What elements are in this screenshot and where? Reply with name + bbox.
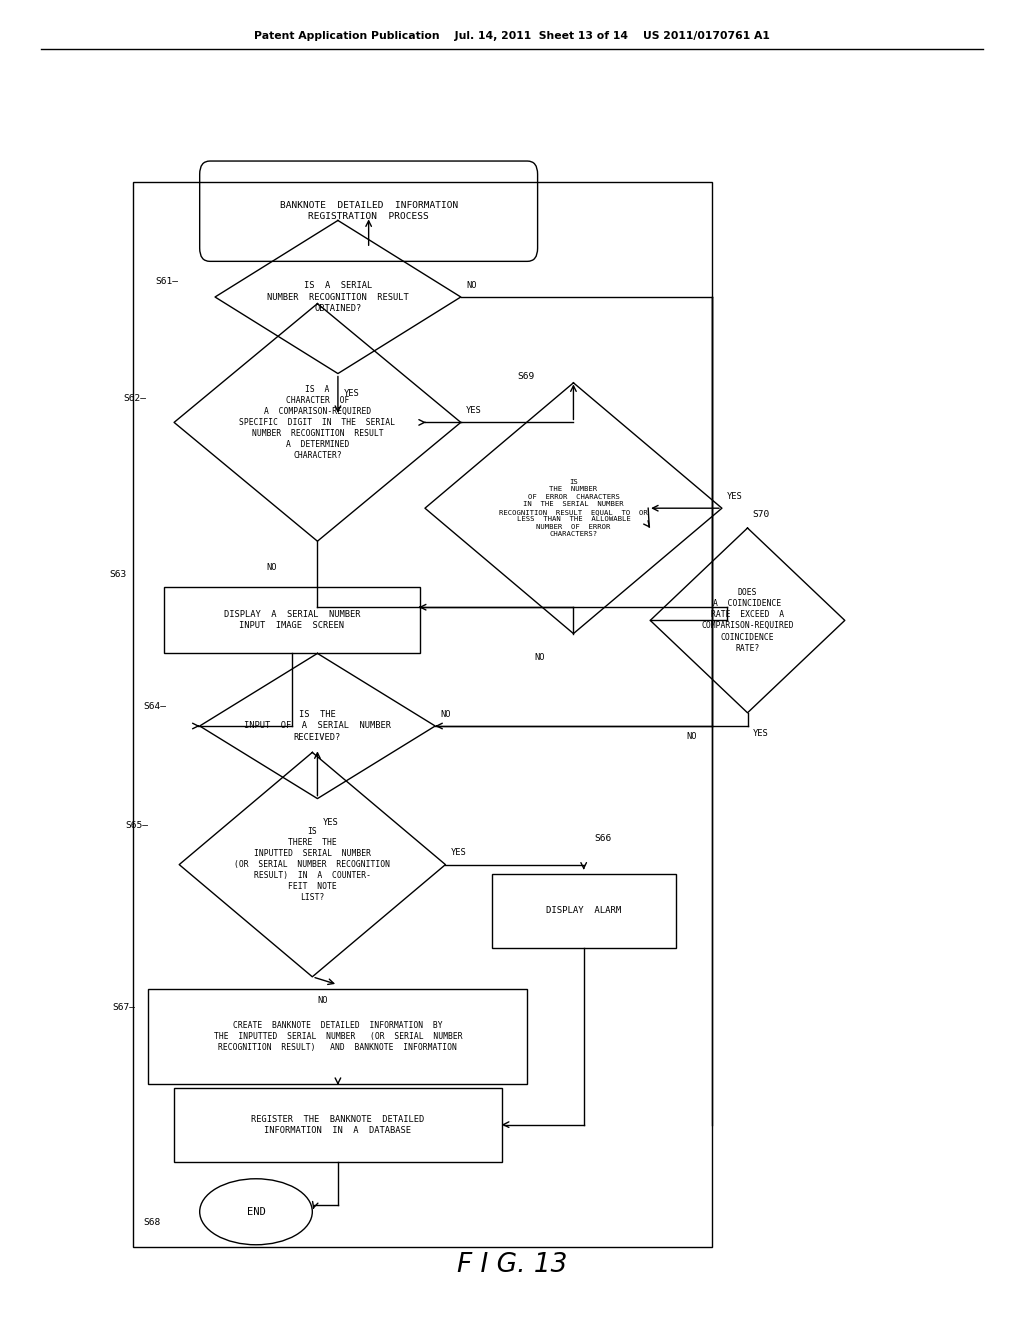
Text: YES: YES (451, 849, 466, 857)
Text: F I G. 13: F I G. 13 (457, 1251, 567, 1278)
Bar (174, 1088, 502, 1162)
Text: S62—: S62— (123, 395, 145, 403)
Text: IS
THE  NUMBER
OF  ERROR  CHARACTERS
IN  THE  SERIAL  NUMBER
RECOGNITION  RESULT: IS THE NUMBER OF ERROR CHARACTERS IN THE… (499, 479, 648, 537)
Text: IS
THERE  THE
INPUTTED  SERIAL  NUMBER
(OR  SERIAL  NUMBER  RECOGNITION
RESULT) : IS THERE THE INPUTTED SERIAL NUMBER (OR … (234, 826, 390, 903)
Text: YES: YES (466, 407, 481, 414)
Text: NO: NO (686, 733, 696, 741)
Text: NO: NO (266, 564, 276, 572)
Text: DISPLAY  ALARM: DISPLAY ALARM (546, 907, 622, 915)
Text: REGISTER  THE  BANKNOTE  DETAILED
INFORMATION  IN  A  DATABASE: REGISTER THE BANKNOTE DETAILED INFORMATI… (251, 1114, 425, 1135)
Text: IS  A
CHARACTER  OF
A  COMPARISON-REQUIRED
SPECIFIC  DIGIT  IN  THE  SERIAL
NUMB: IS A CHARACTER OF A COMPARISON-REQUIRED … (240, 384, 395, 461)
Text: S64—: S64— (143, 702, 166, 710)
Bar (133, 182, 712, 1247)
Text: S61—: S61— (156, 277, 178, 285)
Text: S68: S68 (143, 1218, 161, 1226)
Text: NO: NO (440, 710, 451, 718)
Bar (164, 587, 420, 653)
Text: IS  THE
INPUT  OF  A  SERIAL  NUMBER
RECEIVED?: IS THE INPUT OF A SERIAL NUMBER RECEIVED… (244, 710, 391, 742)
Text: NO: NO (466, 281, 476, 289)
Text: S63: S63 (110, 570, 127, 578)
Bar (148, 989, 527, 1084)
Bar (492, 874, 676, 948)
Text: S67—: S67— (113, 1003, 135, 1011)
Text: CREATE  BANKNOTE  DETAILED  INFORMATION  BY
THE  INPUTTED  SERIAL  NUMBER   (OR : CREATE BANKNOTE DETAILED INFORMATION BY … (214, 1020, 462, 1052)
Text: END: END (247, 1206, 265, 1217)
Text: S65—: S65— (125, 821, 147, 829)
Text: NO: NO (317, 997, 328, 1005)
Text: YES: YES (344, 389, 359, 397)
Text: YES: YES (753, 730, 768, 738)
Text: S70: S70 (753, 511, 770, 519)
Text: DOES
A  COINCIDENCE
RATE  EXCEED  A
COMPARISON-REQUIRED
COINCIDENCE
RATE?: DOES A COINCIDENCE RATE EXCEED A COMPARI… (701, 589, 794, 652)
Text: YES: YES (323, 818, 338, 826)
Text: Patent Application Publication    Jul. 14, 2011  Sheet 13 of 14    US 2011/01707: Patent Application Publication Jul. 14, … (254, 30, 770, 41)
Text: IS  A  SERIAL
NUMBER  RECOGNITION  RESULT
OBTAINED?: IS A SERIAL NUMBER RECOGNITION RESULT OB… (267, 281, 409, 313)
Text: YES: YES (727, 492, 742, 500)
Text: S69: S69 (517, 372, 535, 380)
Text: S66: S66 (594, 834, 611, 842)
Text: NO: NO (535, 653, 545, 661)
Text: DISPLAY  A  SERIAL  NUMBER
INPUT  IMAGE  SCREEN: DISPLAY A SERIAL NUMBER INPUT IMAGE SCRE… (223, 610, 360, 631)
Text: BANKNOTE  DETAILED  INFORMATION
REGISTRATION  PROCESS: BANKNOTE DETAILED INFORMATION REGISTRATI… (280, 201, 458, 222)
